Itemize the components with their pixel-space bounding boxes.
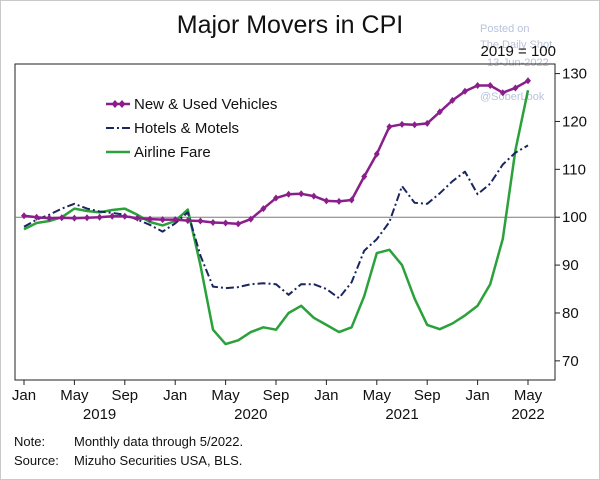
- series-point-new-used-vehicles: [436, 108, 443, 116]
- series-point-new-used-vehicles: [33, 213, 40, 221]
- legend-vehicles-marker: [118, 100, 126, 108]
- series-point-new-used-vehicles: [348, 196, 355, 204]
- x-tick-label: Sep: [111, 387, 138, 404]
- y-tick-label: 80: [562, 305, 579, 322]
- series-point-new-used-vehicles: [235, 220, 242, 228]
- series-point-new-used-vehicles: [499, 89, 506, 97]
- legend-hotels-label: Hotels & Motels: [134, 120, 239, 137]
- series-point-new-used-vehicles: [361, 173, 368, 181]
- series-point-new-used-vehicles: [109, 212, 116, 220]
- x-tick-label: Jan: [163, 387, 187, 404]
- series-point-new-used-vehicles: [386, 123, 393, 131]
- legend-vehicles-marker: [111, 100, 119, 108]
- base-year-label: 2019 = 100: [481, 43, 557, 60]
- x-tick-label: May: [60, 387, 89, 404]
- x-tick-label: Sep: [414, 387, 441, 404]
- series-point-new-used-vehicles: [323, 197, 330, 205]
- series-point-new-used-vehicles: [134, 214, 141, 222]
- legend-vehicles-label: New & Used Vehicles: [134, 96, 277, 113]
- series-point-new-used-vehicles: [96, 213, 103, 221]
- x-year-label: 2022: [511, 406, 544, 423]
- series-point-new-used-vehicles: [58, 214, 65, 222]
- x-tick-label: Jan: [466, 387, 490, 404]
- x-year-label: 2020: [234, 406, 267, 423]
- y-tick-label: 70: [562, 353, 579, 370]
- series-point-new-used-vehicles: [46, 214, 53, 222]
- watermark-posted: Posted on: [480, 23, 530, 35]
- x-tick-label: May: [363, 387, 392, 404]
- chart-title: Major Movers in CPI: [177, 11, 403, 39]
- series-point-new-used-vehicles: [147, 215, 153, 223]
- series-point-new-used-vehicles: [462, 87, 468, 95]
- legend: New & Used Vehicles Hotels & Motels Airl…: [106, 96, 277, 161]
- x-year-label: 2021: [385, 406, 418, 423]
- y-axis: 70 80 90 100 110 120 130: [555, 66, 587, 370]
- y-tick-label: 100: [562, 209, 587, 226]
- y-tick-label: 120: [562, 113, 587, 130]
- series-point-new-used-vehicles: [399, 120, 405, 128]
- x-year-label: 2019: [83, 406, 116, 423]
- watermark-source: The Daily Shot: [480, 39, 552, 51]
- series-point-new-used-vehicles: [172, 216, 179, 224]
- series-point-new-used-vehicles: [424, 119, 431, 127]
- series-point-new-used-vehicles: [525, 77, 531, 85]
- source-label: Source:: [14, 453, 59, 468]
- y-tick-label: 90: [562, 257, 579, 274]
- footnotes: Note: Monthly data through 5/2022. Sourc…: [14, 434, 243, 468]
- series-point-new-used-vehicles: [222, 219, 229, 227]
- series-point-new-used-vehicles: [474, 82, 481, 90]
- x-tick-label: May: [514, 387, 543, 404]
- series-point-new-used-vehicles: [260, 205, 267, 213]
- series-line-hotels-motels: [23, 144, 529, 300]
- x-tick-label: Sep: [263, 387, 290, 404]
- series-point-new-used-vehicles: [449, 96, 456, 104]
- series-point-new-used-vehicles: [285, 190, 292, 198]
- series-point-new-used-vehicles: [273, 194, 279, 202]
- series-point-new-used-vehicles: [159, 216, 166, 224]
- x-tick-label: May: [211, 387, 240, 404]
- series-point-new-used-vehicles: [184, 217, 191, 225]
- watermark-date: 13-Jun-2022: [487, 57, 549, 69]
- series-point-new-used-vehicles: [84, 214, 90, 222]
- plot-area: [14, 63, 556, 381]
- y-tick-label: 110: [562, 161, 586, 178]
- x-tick-label: Jan: [12, 387, 36, 404]
- legend-airline-label: Airline Fare: [134, 144, 211, 161]
- series-point-new-used-vehicles: [336, 197, 342, 205]
- series-point-new-used-vehicles: [487, 82, 494, 90]
- watermark: Posted on The Daily Shot 13-Jun-2022 @So…: [480, 23, 552, 103]
- source-text: Mizuho Securities USA, BLS.: [74, 453, 242, 468]
- series-point-new-used-vehicles: [121, 212, 128, 220]
- series-layer: [21, 77, 531, 346]
- series-line-airline-fare: [23, 90, 530, 346]
- y-tick-label: 130: [562, 66, 587, 83]
- note-label: Note:: [14, 434, 45, 449]
- series-point-new-used-vehicles: [373, 150, 380, 158]
- series-point-new-used-vehicles: [71, 214, 78, 222]
- x-axis: Jan May Sep Jan May Sep Jan May Sep Jan May 2019 202…: [12, 380, 545, 423]
- series-point-new-used-vehicles: [298, 190, 305, 198]
- series-point-new-used-vehicles: [210, 218, 216, 226]
- series-point-new-used-vehicles: [512, 84, 519, 92]
- note-text: Monthly data through 5/2022.: [74, 434, 243, 449]
- series-point-new-used-vehicles: [197, 217, 204, 225]
- watermark-handle: @SoberLook: [480, 91, 545, 103]
- series-point-new-used-vehicles: [310, 192, 317, 200]
- series-point-new-used-vehicles: [247, 215, 254, 223]
- series-point-new-used-vehicles: [21, 212, 27, 220]
- series-point-new-used-vehicles: [411, 121, 418, 129]
- x-tick-label: Jan: [314, 387, 338, 404]
